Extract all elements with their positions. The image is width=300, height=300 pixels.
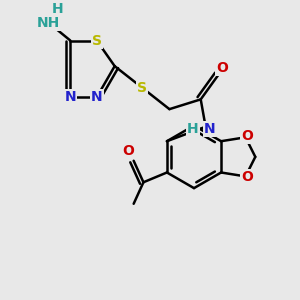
Text: S: S [92, 34, 102, 47]
Text: O: O [242, 170, 254, 184]
Text: N: N [64, 90, 76, 104]
Text: O: O [122, 144, 134, 158]
Text: H: H [52, 2, 63, 16]
Text: NH: NH [37, 16, 60, 30]
Text: S: S [137, 81, 147, 94]
Text: N: N [91, 90, 103, 104]
Text: O: O [216, 61, 228, 75]
Text: O: O [242, 129, 254, 143]
Text: H: H [187, 122, 199, 136]
Text: N: N [204, 122, 215, 136]
